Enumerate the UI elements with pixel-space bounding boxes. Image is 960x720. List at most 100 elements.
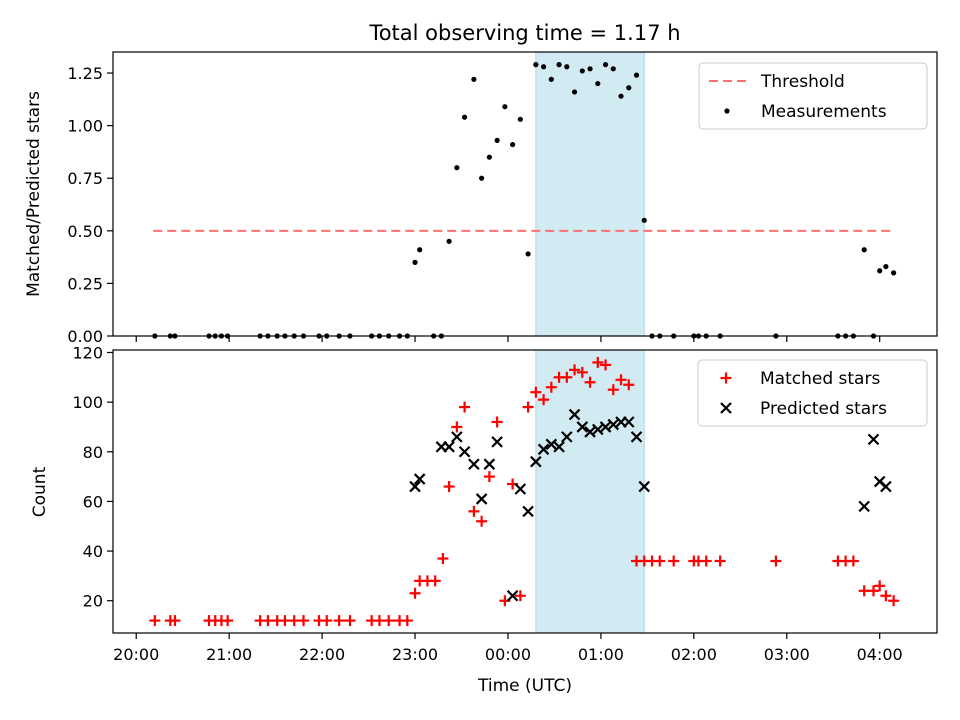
y-tick-label: 60 <box>83 492 103 511</box>
measurement-point <box>861 247 867 253</box>
measurement-point <box>417 247 423 253</box>
predicted-star-point <box>475 493 488 505</box>
highlight-span <box>535 51 645 337</box>
matched-star-point <box>545 381 557 393</box>
measurement-point <box>479 175 485 181</box>
measurement-point <box>891 270 897 276</box>
measurement-point <box>618 93 624 99</box>
highlight-span <box>535 349 645 634</box>
matched-star-point <box>867 585 879 597</box>
matched-star-point <box>668 555 680 567</box>
predicted-star-point <box>584 426 596 438</box>
predicted-star-point <box>561 431 573 443</box>
measurement-point <box>877 268 883 274</box>
top-y-ticks: 0.00 0.25 0.50 0.75 1.00 1.25 <box>67 64 113 346</box>
matched-star-point <box>344 615 356 627</box>
measurement-point <box>510 141 516 148</box>
measurement-point <box>461 114 468 120</box>
matched-star-point <box>615 374 627 386</box>
measurement-point <box>587 66 593 72</box>
predicted-star-point <box>553 441 565 453</box>
x-axis-label: Time (UTC) <box>477 676 572 696</box>
x-tick-label: 23:00 <box>392 645 438 664</box>
bottom-series <box>149 356 900 627</box>
matched-star-point <box>491 416 503 428</box>
y-tick-label: 0.00 <box>67 327 103 346</box>
top-panel: 0.00 0.25 0.50 0.75 1.00 1.25 Matched/Predict… <box>24 51 938 346</box>
matched-star-point <box>298 615 310 627</box>
top-axes-frame <box>112 51 938 337</box>
measurement-point <box>471 76 477 82</box>
matched-star-point <box>383 615 395 627</box>
measurement-point <box>564 64 570 70</box>
x-tick-label: 20:00 <box>113 645 159 664</box>
y-tick-label: 120 <box>72 343 103 362</box>
predicted-star-point <box>413 473 426 485</box>
y-tick-label: 1.25 <box>67 64 103 83</box>
measurement-point <box>446 238 452 244</box>
predicted-star-point <box>443 441 455 453</box>
matched-star-point <box>279 615 291 627</box>
predicted-star-point <box>545 438 558 451</box>
top-y-axis-label: Matched/Predicted stars <box>24 91 44 297</box>
predicted-star-point <box>880 480 892 493</box>
y-tick-label: 0.75 <box>67 169 103 188</box>
top-x-ticks <box>135 336 881 342</box>
matched-star-point <box>569 364 581 376</box>
matched-star-point <box>654 555 666 567</box>
predicted-star-point <box>622 416 635 428</box>
matched-star-point <box>169 615 181 627</box>
predicted-star-point <box>458 446 471 458</box>
matched-star-point <box>714 555 726 567</box>
measurement-point <box>633 72 640 78</box>
measurement-point <box>579 68 585 74</box>
measurement-point <box>602 62 609 68</box>
y-tick-label: 80 <box>83 443 103 462</box>
matched-star-point <box>437 553 449 565</box>
matched-star-point <box>459 401 471 413</box>
predicted-star-point <box>630 431 643 443</box>
matched-star-point <box>468 505 480 517</box>
matched-star-point <box>429 575 441 587</box>
legend-label: Predicted stars <box>760 399 887 419</box>
x-tick-label: 04:00 <box>857 645 903 664</box>
matched-star-point <box>514 590 526 602</box>
x-tick-label: 00:00 <box>485 645 531 664</box>
predicted-star-point <box>409 480 421 493</box>
matched-star-point <box>770 555 782 567</box>
matched-star-point <box>443 481 455 493</box>
y-tick-label: 0.25 <box>67 274 103 293</box>
measurement-point <box>641 217 647 223</box>
matched-star-point <box>409 587 421 599</box>
matched-star-point <box>373 615 385 627</box>
bottom-panel: 20 40 60 80 100 120 20:00 21:00 22:00 23:00 00:00… <box>30 343 938 696</box>
x-tick-label: 02:00 <box>671 645 717 664</box>
matched-star-point <box>288 615 300 627</box>
predicted-star-point <box>506 589 519 602</box>
matched-star-point <box>858 585 870 597</box>
measurement-point <box>626 85 632 91</box>
predicted-star-point <box>537 443 550 456</box>
predicted-star-point <box>592 423 604 436</box>
predicted-star-point <box>607 418 620 431</box>
measurement-point <box>533 62 539 68</box>
y-tick-label: 40 <box>83 542 103 561</box>
predicted-star-point <box>858 500 870 513</box>
matched-star-point <box>401 615 413 627</box>
y-tick-label: 20 <box>83 592 103 611</box>
legend-box <box>698 62 928 130</box>
top-legend: Threshold Measurements <box>698 62 928 130</box>
predicted-star-point <box>483 458 496 470</box>
matched-star-point <box>576 366 588 378</box>
measurement-point <box>556 62 562 68</box>
matched-star-point <box>880 590 892 602</box>
predicted-star-point <box>599 421 612 433</box>
bottom-y-ticks: 20 40 60 80 100 120 <box>72 343 113 611</box>
bottom-x-ticks: 20:00 21:00 22:00 23:00 00:00 01:00 02:00 03:00… <box>113 633 903 664</box>
legend-label: Measurements <box>761 102 887 122</box>
predicted-star-point <box>451 431 463 443</box>
bottom-legend: Matched stars Predicted stars <box>697 359 928 427</box>
legend-label: Matched stars <box>760 369 880 389</box>
legend-label: Threshold <box>760 72 845 92</box>
